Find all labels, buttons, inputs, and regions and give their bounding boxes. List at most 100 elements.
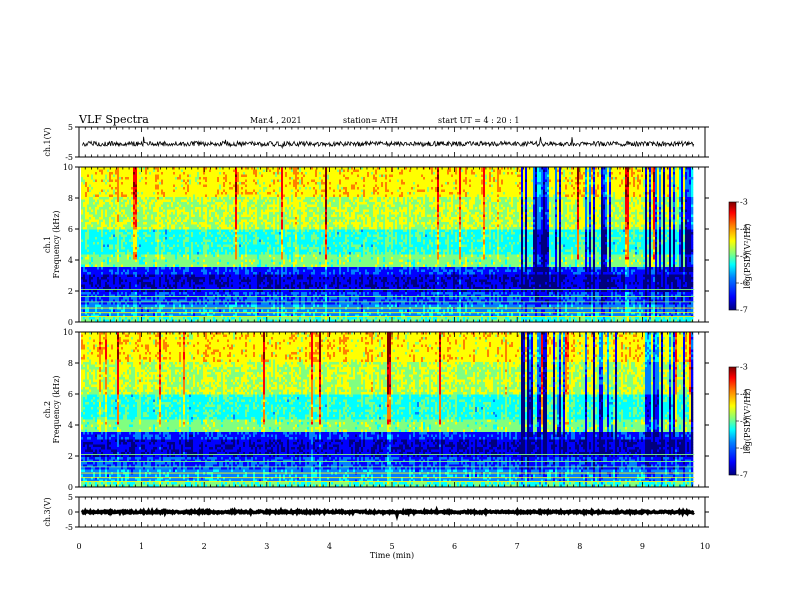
spectrogram-cell bbox=[231, 180, 233, 183]
spectrogram-cell bbox=[289, 182, 291, 185]
spectrogram-cell bbox=[349, 175, 351, 178]
spectrogram-cell bbox=[285, 190, 287, 193]
spectrogram-cell bbox=[425, 177, 427, 180]
spectrogram-cell bbox=[547, 182, 549, 185]
spectrogram-cell bbox=[419, 175, 421, 178]
spectrogram-cell bbox=[603, 170, 605, 173]
spectrogram-cell bbox=[439, 180, 441, 183]
spectrogram-cell bbox=[551, 187, 553, 190]
spectrogram-cell bbox=[389, 187, 391, 190]
spectrogram-cell bbox=[489, 172, 491, 175]
spectrogram-cell bbox=[307, 170, 309, 173]
spectrogram-cell bbox=[427, 187, 429, 190]
spectrogram-cell bbox=[525, 185, 527, 188]
spectrogram-cell bbox=[427, 185, 429, 188]
spectrogram-cell bbox=[637, 180, 639, 183]
spectrogram-cell bbox=[243, 172, 245, 175]
spectrogram-cell bbox=[681, 177, 683, 180]
spectrogram-cell bbox=[631, 185, 633, 188]
spectrogram-cell bbox=[529, 180, 531, 183]
spectrogram-cell bbox=[647, 180, 649, 183]
spectrogram-cell bbox=[237, 182, 239, 185]
spectrogram-cell bbox=[669, 180, 671, 183]
spectrogram-cell bbox=[453, 182, 455, 185]
spectrogram-cell bbox=[219, 190, 221, 193]
spectrogram-cell bbox=[427, 170, 429, 173]
spectrogram-cell bbox=[247, 190, 249, 193]
spectrogram-cell bbox=[207, 175, 209, 178]
spectrogram-cell bbox=[567, 172, 569, 175]
spectrogram-cell bbox=[633, 172, 635, 175]
spectrogram-cell bbox=[503, 182, 505, 185]
spectrogram-cell bbox=[671, 170, 673, 173]
spectrogram-cell bbox=[211, 190, 213, 193]
spectrogram-cell bbox=[541, 180, 543, 183]
spectrogram-cell bbox=[549, 187, 551, 190]
spectrogram-cell bbox=[159, 185, 161, 188]
spectrogram-cell bbox=[637, 172, 639, 175]
spectrogram-cell bbox=[597, 170, 599, 173]
spectrogram-cell bbox=[503, 172, 505, 175]
spectrogram-cell bbox=[543, 185, 545, 188]
spectrogram-cell bbox=[113, 177, 115, 180]
spectrogram-cell bbox=[675, 180, 677, 183]
spectrogram-cell bbox=[619, 182, 621, 185]
spectrogram-cell bbox=[311, 182, 313, 185]
spectrogram-cell bbox=[209, 170, 211, 173]
spectrogram-cell bbox=[215, 190, 217, 193]
spectrogram-cell bbox=[157, 172, 159, 175]
spectrogram-cell bbox=[265, 175, 267, 178]
spectrogram-cell bbox=[499, 170, 501, 173]
spectrogram-cell bbox=[455, 187, 457, 190]
spectrogram-cell bbox=[289, 180, 291, 183]
spectrogram-cell bbox=[397, 175, 399, 178]
spectrogram-cell bbox=[657, 180, 659, 183]
spectrogram-cell bbox=[169, 177, 171, 180]
spectrogram-cell bbox=[227, 190, 229, 193]
spectrogram-cell bbox=[319, 182, 321, 185]
spectrogram-cell bbox=[489, 175, 491, 178]
spectrogram-cell bbox=[135, 190, 137, 193]
spectrogram-cell bbox=[263, 180, 265, 183]
spectrogram-cell bbox=[655, 182, 657, 185]
spectrogram-cell bbox=[91, 177, 93, 180]
spectrogram-cell bbox=[521, 182, 523, 185]
spectrogram-cell bbox=[577, 177, 579, 180]
spectrogram-cell bbox=[323, 185, 325, 188]
spectrogram-cell bbox=[475, 172, 477, 175]
spectrogram-cell bbox=[327, 190, 329, 193]
spectrogram-cell bbox=[209, 185, 211, 188]
spectrogram-cell bbox=[423, 175, 425, 178]
spectrogram-cell bbox=[89, 180, 91, 183]
spectrogram-cell bbox=[545, 187, 547, 190]
spectrogram-cell bbox=[137, 172, 139, 175]
spectrogram-cell bbox=[585, 180, 587, 183]
spectrogram-cell bbox=[311, 170, 313, 173]
spectrogram-cell bbox=[433, 170, 435, 173]
spectrogram-cell bbox=[443, 172, 445, 175]
spectrogram-cell bbox=[567, 175, 569, 178]
spectrogram-cell bbox=[367, 187, 369, 190]
spectrogram-cell bbox=[127, 177, 129, 180]
spectrogram-cell bbox=[509, 172, 511, 175]
spectrogram-cell bbox=[465, 185, 467, 188]
spectrogram-cell bbox=[307, 180, 309, 183]
spectrogram-cell bbox=[611, 175, 613, 178]
spectrogram-cell bbox=[573, 187, 575, 190]
spectrogram-cell bbox=[393, 190, 395, 193]
spectrogram-cell bbox=[499, 187, 501, 190]
spectrogram-cell bbox=[165, 177, 167, 180]
spectrogram-cell bbox=[291, 187, 293, 190]
spectrogram-cell bbox=[609, 172, 611, 175]
spectrogram-cell bbox=[117, 185, 119, 188]
spectrogram-cell bbox=[155, 182, 157, 185]
spectrogram-cell bbox=[175, 190, 177, 193]
spectrogram-cell bbox=[349, 187, 351, 190]
spectrogram-cell bbox=[99, 190, 101, 193]
spectrogram-cell bbox=[109, 177, 111, 180]
spectrogram-cell bbox=[673, 170, 675, 173]
spectrogram-cell bbox=[123, 187, 125, 190]
spectrogram-cell bbox=[425, 170, 427, 173]
spectrogram-cell bbox=[537, 172, 539, 175]
spectrogram-cell bbox=[249, 190, 251, 193]
